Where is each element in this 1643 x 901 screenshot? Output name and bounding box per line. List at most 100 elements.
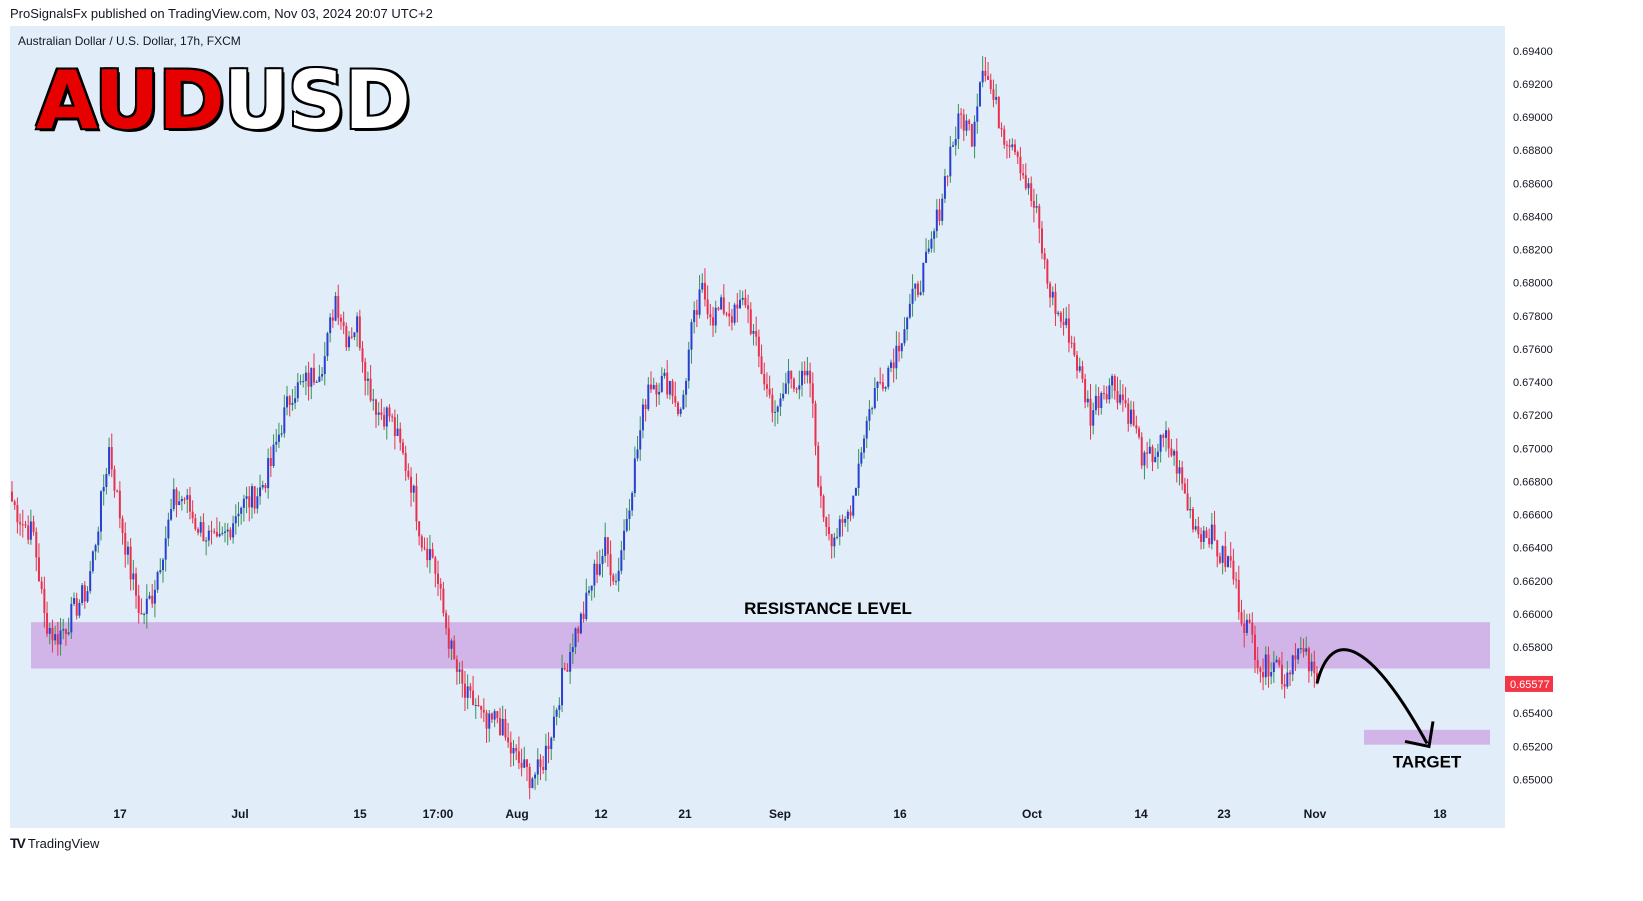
candle-body: [307, 372, 310, 387]
symbol-info[interactable]: Australian Dollar / U.S. Dollar, 17h, FX…: [18, 34, 241, 48]
candle-body: [1216, 540, 1219, 557]
candle-body: [1305, 648, 1308, 652]
x-tick-label: 18: [1433, 807, 1447, 821]
candle-body: [749, 309, 752, 334]
candle-body: [914, 283, 917, 289]
candle-body: [1208, 537, 1211, 545]
candle-body: [477, 705, 480, 707]
candle-body: [509, 742, 512, 754]
candle-body: [992, 89, 995, 100]
candle-body: [782, 393, 785, 399]
candle-body: [415, 485, 418, 522]
candle-body: [666, 372, 669, 395]
candle-body: [97, 531, 100, 546]
y-tick-label: 0.68200: [1513, 245, 1553, 257]
y-tick-label: 0.69400: [1513, 46, 1553, 58]
candle-body: [838, 519, 841, 537]
candle-body: [911, 288, 914, 304]
candle-body: [1000, 127, 1003, 130]
candle-body: [59, 630, 62, 645]
candle-body: [240, 507, 243, 514]
candle-body: [819, 486, 822, 496]
candle-body: [1237, 579, 1240, 613]
candle-body: [105, 473, 108, 487]
candle-body: [62, 629, 65, 631]
projection-arrowhead: [1404, 721, 1435, 749]
candle-body: [29, 521, 32, 540]
x-tick-label: 15: [353, 807, 367, 821]
candle-body: [1100, 393, 1103, 409]
candle-body: [86, 591, 89, 602]
y-tick-label: 0.67200: [1513, 410, 1553, 422]
candle-body: [1245, 619, 1248, 633]
candle-body: [218, 533, 221, 537]
candle-body: [353, 332, 356, 338]
candle-body: [1067, 318, 1070, 343]
candle-body: [876, 381, 879, 389]
footer[interactable]: TV TradingView: [10, 835, 99, 851]
candle-body: [83, 585, 86, 602]
candle-body: [531, 778, 534, 789]
candle-body: [647, 384, 650, 410]
candle-body: [1259, 668, 1262, 672]
candle-body: [140, 613, 143, 615]
candle-body: [1218, 556, 1221, 563]
x-tick-label: 14: [1134, 807, 1148, 821]
candle-body: [40, 581, 43, 590]
candle-body: [490, 713, 493, 720]
candle-body: [1289, 672, 1292, 675]
candle-body: [574, 628, 577, 648]
candle-body: [925, 251, 928, 263]
candle-body: [423, 547, 426, 549]
candle-body: [175, 489, 178, 506]
candle-body: [579, 613, 582, 634]
candle-body: [1057, 312, 1060, 314]
candle-body: [364, 361, 367, 381]
candle-body: [765, 384, 768, 389]
candle-body: [493, 711, 496, 720]
candle-body: [358, 316, 361, 349]
candle-body: [369, 378, 372, 401]
candle-body: [1143, 452, 1146, 466]
candle-body: [178, 501, 181, 506]
candle-body: [609, 554, 612, 576]
candle-body: [658, 391, 661, 395]
candle-body: [380, 412, 383, 415]
candle-body: [1248, 619, 1251, 623]
candle-body: [167, 519, 170, 539]
candle-body: [151, 595, 154, 604]
candle-body: [64, 629, 67, 635]
candle-body: [234, 516, 237, 524]
candle-body: [183, 498, 186, 500]
x-tick-label: Aug: [505, 807, 528, 821]
candle-body: [339, 317, 342, 322]
candle-body: [1280, 664, 1283, 684]
candle-body: [604, 537, 607, 557]
candle-body: [356, 316, 359, 333]
candle-body: [997, 97, 1000, 128]
candle-body: [539, 759, 542, 767]
candle-body: [968, 120, 971, 125]
candle-body: [1003, 129, 1006, 145]
candle-body: [908, 303, 911, 318]
candle-body: [906, 317, 909, 330]
candle-body: [922, 262, 925, 293]
y-tick-label: 0.66200: [1513, 576, 1553, 588]
candle-body: [801, 370, 804, 386]
candle-body: [385, 407, 388, 427]
chart-area[interactable]: RESISTANCE LEVEL TARGET 0.69400 0.69200 0.6…: [10, 26, 1633, 828]
candle-body: [102, 486, 105, 492]
candle-body: [1135, 425, 1138, 429]
candle-body: [598, 564, 601, 575]
candle-body: [728, 313, 731, 317]
candle-body: [108, 447, 111, 474]
candle-body: [946, 176, 949, 178]
candle-body: [650, 384, 653, 390]
candle-body: [1011, 144, 1014, 148]
candle-body: [153, 589, 156, 604]
candle-body: [919, 292, 922, 295]
candle-body: [442, 588, 445, 614]
candle-body: [757, 336, 760, 357]
candle-body: [1030, 183, 1033, 201]
